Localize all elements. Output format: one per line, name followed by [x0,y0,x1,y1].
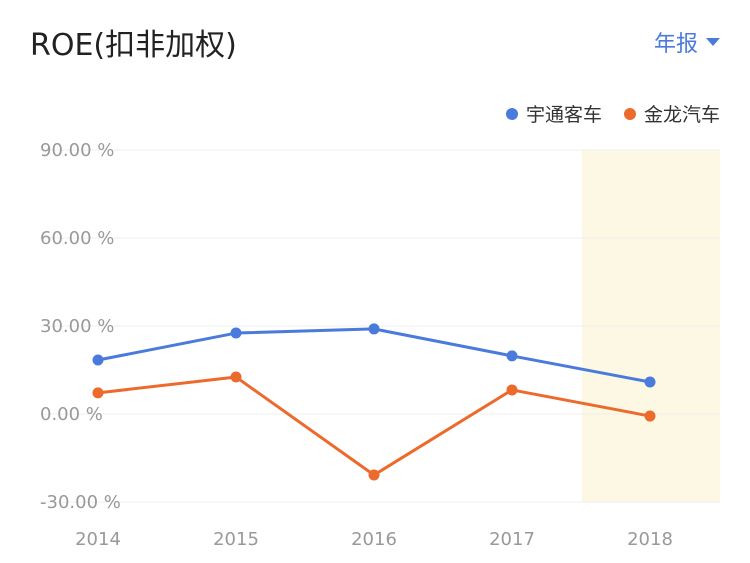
data-point [506,350,518,362]
data-point [92,354,104,366]
legend-dot-icon [623,107,636,120]
data-point [230,327,242,339]
data-point [92,387,104,399]
y-tick-label: 90.00 % [40,140,114,161]
legend-item: 金龙汽车 [623,100,720,127]
legend-item: 宇通客车 [505,100,602,127]
legend-label: 宇通客车 [525,104,602,126]
period-label: 年报 [653,32,698,57]
data-point [506,384,518,396]
series-line [97,327,651,384]
period-dropdown[interactable]: 年报 [654,26,720,58]
data-point [368,323,380,335]
x-tick-label: 2015 [213,529,259,550]
data-point [644,376,656,388]
legend-label: 金龙汽车 [643,104,720,126]
series-line [97,375,651,477]
y-tick-label: 30.00 % [40,316,114,337]
x-tick-label: 2014 [75,529,121,550]
y-tick-label: -30.00 % [40,492,121,513]
data-point [368,469,380,481]
x-tick-label: 2017 [489,529,535,550]
data-point [230,371,242,383]
data-point [644,410,656,422]
y-tick-label: 0.00 % [40,404,103,425]
caret-down-icon [706,38,720,46]
legend-dot-icon [505,107,518,120]
chart-title: ROE(扣非加权) [30,28,237,63]
legend: 宇通客车 金龙汽车 [505,100,720,127]
y-tick-label: 60.00 % [40,228,114,249]
x-tick-label: 2018 [627,529,673,550]
x-tick-label: 2016 [351,529,397,550]
